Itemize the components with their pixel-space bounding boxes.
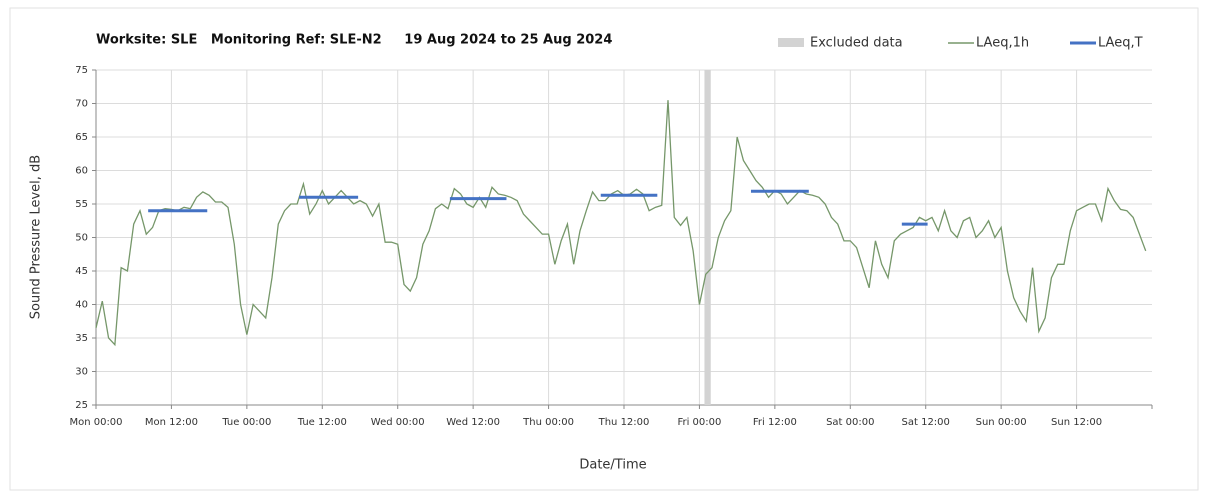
y-tick-label: 75 xyxy=(75,65,88,76)
x-tick-label: Wed 12:00 xyxy=(446,417,500,428)
x-tick-label: Fri 12:00 xyxy=(753,417,797,428)
x-tick-label: Mon 12:00 xyxy=(145,417,198,428)
legend-label: LAeq,1h xyxy=(976,36,1029,51)
x-tick-label: Wed 00:00 xyxy=(371,417,425,428)
legend-label: Excluded data xyxy=(810,36,903,51)
y-tick-label: 40 xyxy=(75,300,88,311)
chart-frame xyxy=(9,7,1199,491)
y-tick-label: 35 xyxy=(75,333,88,344)
x-tick-label: Sun 00:00 xyxy=(976,417,1027,428)
chart-title: Worksite: SLE Monitoring Ref: SLE-N2 19 … xyxy=(96,33,612,48)
x-tick-label: Sat 00:00 xyxy=(826,417,874,428)
x-tick-label: Sun 12:00 xyxy=(1051,417,1102,428)
y-tick-label: 55 xyxy=(75,199,88,210)
y-tick-label: 60 xyxy=(75,166,88,177)
x-tick-label: Sat 12:00 xyxy=(902,417,950,428)
y-tick-label: 70 xyxy=(75,99,88,110)
legend-swatch xyxy=(778,38,804,47)
legend-label: LAeq,T xyxy=(1098,36,1143,51)
x-tick-label: Thu 00:00 xyxy=(522,417,574,428)
y-axis-title: Sound Pressure Level, dB xyxy=(29,155,44,319)
y-tick-label: 50 xyxy=(75,233,88,244)
x-axis-title: Date/Time xyxy=(579,458,646,473)
y-tick-label: 30 xyxy=(75,367,88,378)
x-tick-label: Mon 00:00 xyxy=(69,417,122,428)
y-tick-label: 45 xyxy=(75,266,88,277)
x-tick-label: Fri 00:00 xyxy=(677,417,721,428)
x-tick-label: Thu 12:00 xyxy=(598,417,650,428)
excluded-band xyxy=(704,70,711,405)
x-tick-label: Tue 12:00 xyxy=(297,417,347,428)
x-tick-label: Tue 00:00 xyxy=(221,417,271,428)
y-tick-label: 65 xyxy=(75,132,88,143)
y-tick-label: 25 xyxy=(75,400,88,411)
line-series xyxy=(95,100,1147,347)
